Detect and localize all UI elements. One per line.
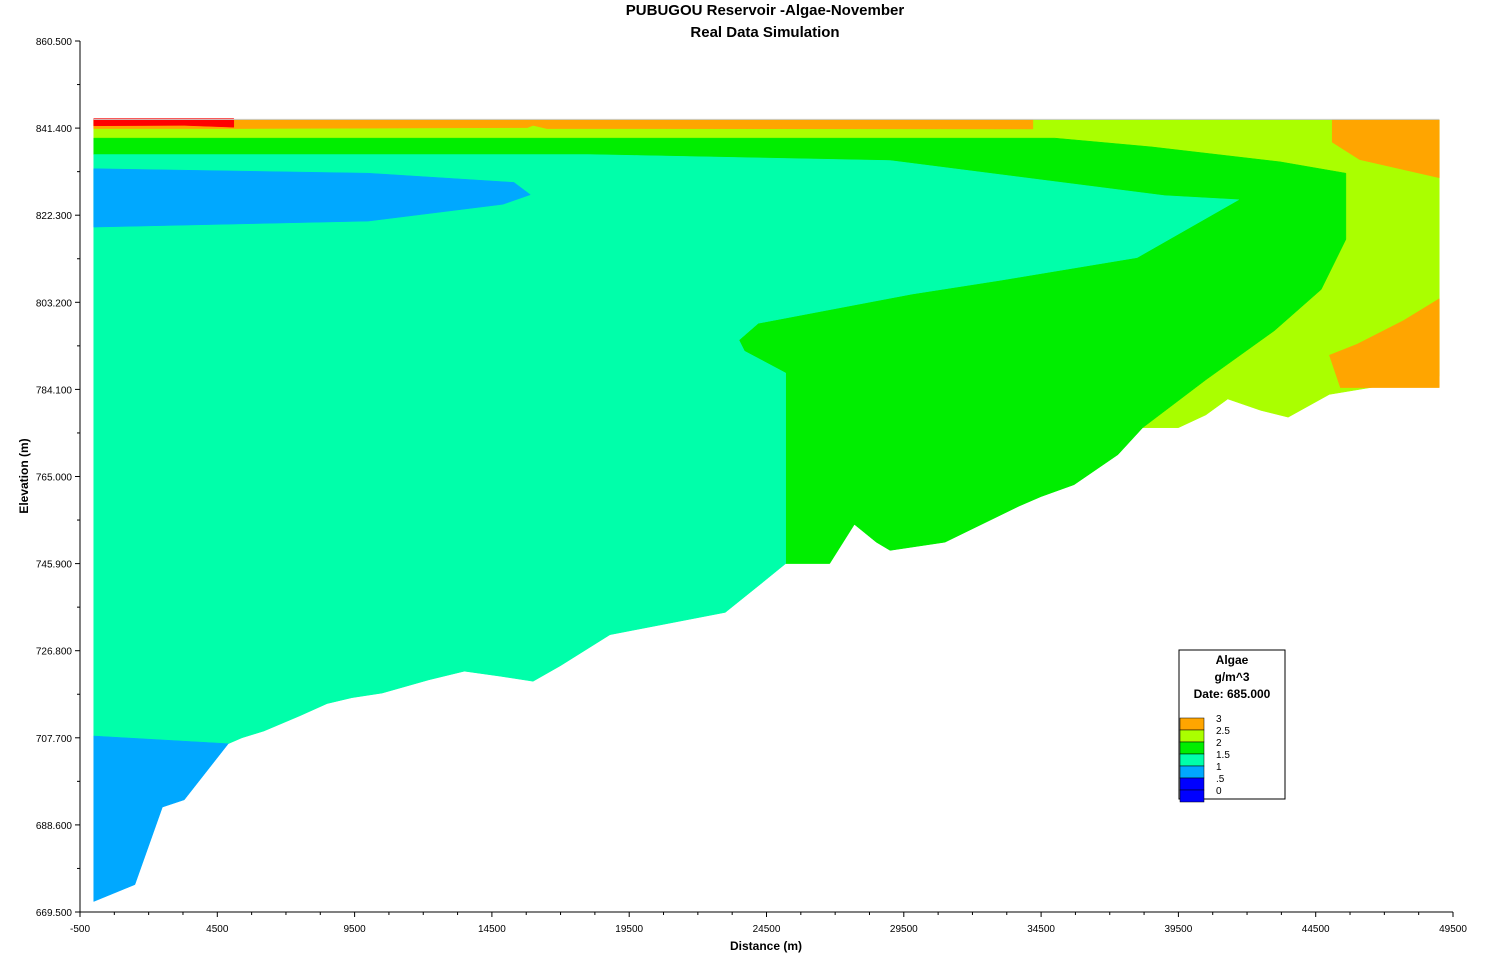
legend-date: Date: 685.000 — [1194, 687, 1271, 701]
x-tick-label: 14500 — [478, 924, 506, 935]
legend-title: Algae — [1216, 653, 1249, 667]
legend-label: 0 — [1216, 786, 1222, 797]
x-tick-label: 44500 — [1302, 924, 1330, 935]
y-tick-label: 726.800 — [36, 647, 73, 658]
legend-swatch — [1179, 789, 1205, 803]
x-tick-label: -500 — [70, 924, 90, 935]
legend: Algae g/m^3 Date: 685.000 32.521.51.50 — [1178, 649, 1286, 803]
x-tick-label: 39500 — [1164, 924, 1192, 935]
x-tick-label: 19500 — [615, 924, 643, 935]
legend-unit: g/m^3 — [1214, 670, 1249, 684]
contour-region-3-5 — [233, 119, 1034, 130]
x-axis-label: Distance (m) — [730, 939, 802, 953]
contour-region-3-7 — [1329, 298, 1440, 388]
x-axis-ticks: -500 4500 9500 14500 19500 24500 29500 34500 395… — [70, 912, 1467, 935]
legend-swatch — [1179, 765, 1205, 779]
chart-subtitle: Real Data Simulation — [690, 24, 839, 41]
legend-label: 1.5 — [1216, 750, 1230, 761]
x-tick-label: 29500 — [890, 924, 918, 935]
y-tick-label: 841.400 — [36, 124, 73, 135]
legend-items: 32.521.51.50 — [1179, 714, 1230, 803]
contour-region-1_5-2 — [93, 154, 1240, 744]
contour-region-1-3 — [93, 735, 229, 902]
legend-swatch — [1179, 777, 1205, 791]
legend-swatch — [1179, 741, 1205, 755]
legend-label: 2 — [1216, 738, 1222, 749]
chart-title: PUBUGOU Reservoir -Algae-November — [626, 2, 905, 19]
legend-label: 2.5 — [1216, 726, 1230, 737]
legend-swatch — [1179, 753, 1205, 767]
y-axis-ticks: 669.500 688.600 707.700 726.800 745.900 765.0… — [36, 37, 80, 919]
y-tick-label: 860.500 — [36, 37, 73, 48]
y-tick-label: 822.300 — [36, 211, 73, 222]
y-axis-label: Elevation (m) — [17, 438, 31, 513]
contour-regions — [93, 118, 1440, 902]
x-tick-label: 34500 — [1027, 924, 1055, 935]
contour-region-3_5-9 — [93, 118, 235, 128]
y-tick-label: 784.100 — [36, 385, 73, 396]
x-tick-label: 24500 — [753, 924, 781, 935]
contour-region-1-4 — [93, 168, 531, 228]
legend-swatch — [1179, 717, 1205, 731]
y-tick-label: 745.900 — [36, 560, 73, 571]
legend-label: .5 — [1216, 774, 1225, 785]
y-tick-label: 765.000 — [36, 473, 73, 484]
y-tick-label: 803.200 — [36, 298, 73, 309]
x-tick-label: 4500 — [206, 924, 229, 935]
y-tick-label: 707.700 — [36, 734, 73, 745]
y-tick-label: 669.500 — [36, 908, 73, 919]
legend-swatch — [1179, 729, 1205, 743]
x-tick-label: 49500 — [1439, 924, 1467, 935]
legend-label: 3 — [1216, 714, 1222, 725]
legend-label: 1 — [1216, 762, 1222, 773]
x-tick-label: 9500 — [343, 924, 366, 935]
y-tick-label: 688.600 — [36, 821, 73, 832]
